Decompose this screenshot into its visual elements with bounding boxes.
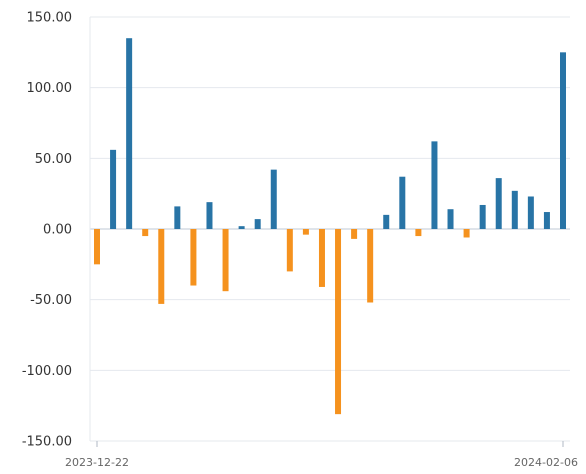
bar [110, 149, 117, 229]
y-tick-label: -50.00 [30, 293, 72, 308]
x-tick-label: 2023-12-22 [65, 456, 129, 469]
bar [254, 219, 261, 229]
bar [383, 214, 390, 229]
y-tick-label: 0.00 [43, 223, 72, 238]
bar [206, 202, 213, 229]
bar [270, 169, 277, 229]
y-tick-label: -100.00 [22, 364, 72, 379]
bar [222, 229, 229, 292]
bars [94, 38, 566, 415]
bar [560, 52, 566, 229]
bar [399, 176, 406, 229]
bar [447, 209, 454, 229]
y-tick-label: 50.00 [35, 152, 72, 167]
y-tick-label: 100.00 [27, 81, 73, 96]
bar [543, 212, 550, 229]
bar [479, 204, 486, 229]
bar [302, 229, 309, 235]
bar [335, 229, 342, 415]
bar [495, 178, 502, 229]
x-axis: 2023-12-22 2024-02-06 [65, 441, 578, 469]
y-axis-ticks: 150.00 100.00 50.00 0.00 -50.00 -100.00 -150.0… [22, 11, 72, 450]
bar [190, 229, 197, 286]
bar [318, 229, 325, 287]
bar [415, 229, 422, 237]
y-tick-label: -150.00 [22, 435, 72, 450]
bar [527, 196, 534, 229]
bar [431, 141, 438, 229]
bar [142, 229, 149, 237]
bar [351, 229, 358, 239]
bar [511, 190, 518, 229]
bar [126, 38, 133, 230]
bar [158, 229, 165, 304]
bar [174, 206, 181, 229]
bar [94, 229, 100, 265]
bar [463, 229, 470, 238]
bar [238, 226, 245, 229]
bar [367, 229, 374, 303]
bar [286, 229, 293, 272]
y-tick-label: 150.00 [27, 11, 73, 26]
gridlines [89, 16, 570, 442]
x-tick-label: 2024-02-06 [514, 456, 578, 469]
